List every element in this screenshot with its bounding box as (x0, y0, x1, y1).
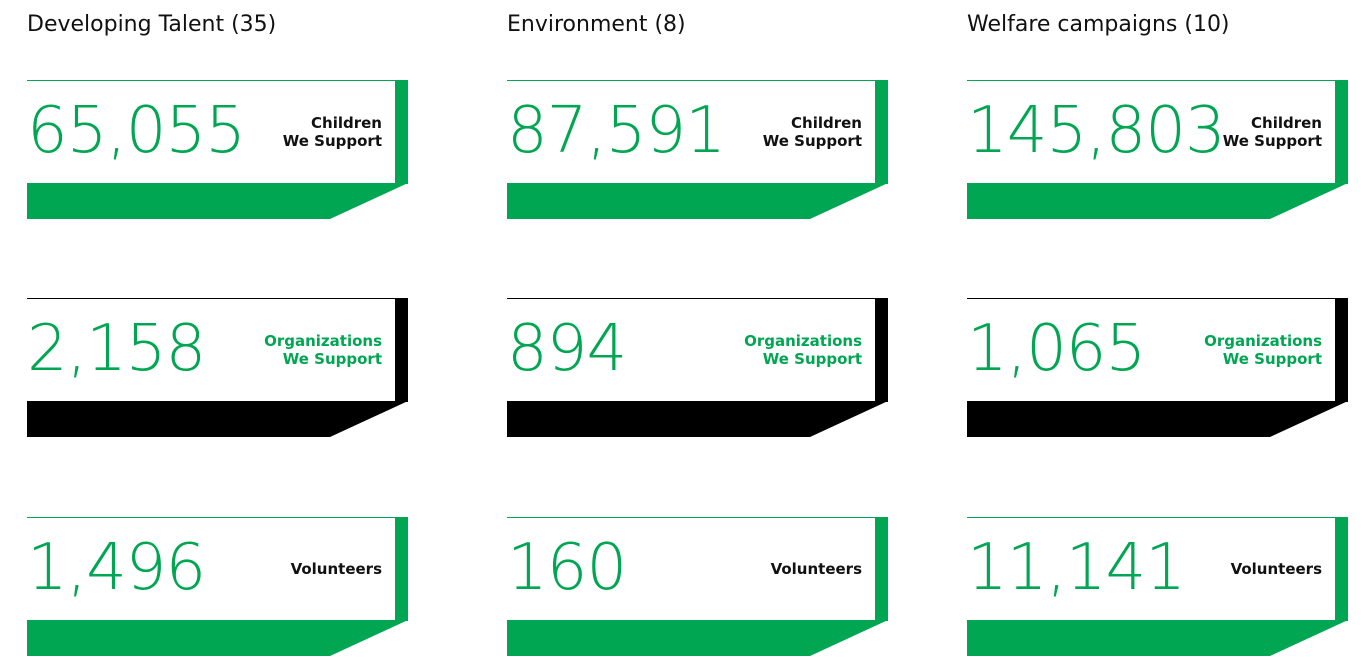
stat-label: Volunteers (291, 517, 382, 620)
card-shape (507, 80, 888, 219)
stat-number: 11,141 (967, 531, 1186, 605)
stat-number: 65,055 (27, 94, 246, 168)
label-line: Volunteers (1230, 559, 1322, 578)
label-line: Organizations (744, 331, 862, 350)
stat-label: Volunteers (771, 517, 862, 620)
top-rule (967, 298, 1348, 299)
top-rule (507, 517, 888, 518)
card-shape (507, 517, 888, 656)
stat-card: 65,055 Children We Support (27, 80, 408, 220)
stat-number: 894 (507, 312, 627, 386)
top-rule (27, 298, 408, 299)
side-bar (395, 517, 408, 621)
bottom-band (27, 183, 408, 219)
top-rule (967, 517, 1348, 518)
stat-number: 145,803 (967, 94, 1226, 168)
card-shape (507, 298, 888, 437)
label-line: We Support (1222, 131, 1322, 150)
label-line: Volunteers (770, 559, 862, 578)
label-line: Children (311, 113, 382, 132)
stat-label: Children We Support (283, 80, 382, 183)
side-bar (395, 298, 408, 402)
label-line: We Support (282, 131, 382, 150)
stat-label: Volunteers (1231, 517, 1322, 620)
card-shape (27, 517, 408, 656)
label-line: Organizations (264, 331, 382, 350)
card-shape (27, 80, 408, 219)
stat-card: 894 Organizations We Support (507, 298, 888, 438)
bottom-band (507, 401, 888, 437)
stat-number: 1,496 (27, 531, 206, 605)
stat-card: 2,158 Organizations We Support (27, 298, 408, 438)
side-bar (395, 80, 408, 184)
label-line: We Support (762, 349, 862, 368)
stat-card: 145,803 Children We Support (967, 80, 1348, 220)
top-rule (507, 80, 888, 81)
stat-card: 11,141 Volunteers (967, 517, 1348, 657)
side-bar (1335, 80, 1348, 184)
stat-card: 160 Volunteers (507, 517, 888, 657)
top-rule (967, 80, 1348, 81)
bottom-band (507, 620, 888, 656)
stat-label: Children We Support (1223, 80, 1322, 183)
bottom-band (27, 620, 408, 656)
bottom-band (967, 183, 1348, 219)
column-title: Developing Talent (35) (27, 12, 277, 37)
stat-card: 1,065 Organizations We Support (967, 298, 1348, 438)
label-line: Organizations (1204, 331, 1322, 350)
label-line: We Support (1222, 349, 1322, 368)
bottom-band (27, 401, 408, 437)
card-shape (967, 80, 1348, 219)
label-line: We Support (762, 131, 862, 150)
stat-card: 87,591 Children We Support (507, 80, 888, 220)
top-rule (27, 80, 408, 81)
stat-label: Children We Support (763, 80, 862, 183)
stat-number: 87,591 (507, 94, 726, 168)
stat-number: 1,065 (967, 312, 1146, 386)
side-bar (875, 80, 888, 184)
column-title: Welfare campaigns (10) (967, 12, 1230, 37)
label-line: We Support (282, 349, 382, 368)
card-shape (967, 517, 1348, 656)
stat-card: 1,496 Volunteers (27, 517, 408, 657)
bottom-band (967, 401, 1348, 437)
card-shape (27, 298, 408, 437)
top-rule (27, 517, 408, 518)
label-line: Children (1251, 113, 1322, 132)
label-line: Children (791, 113, 862, 132)
label-line: Volunteers (290, 559, 382, 578)
side-bar (1335, 298, 1348, 402)
column-title: Environment (8) (507, 12, 686, 37)
stat-number: 2,158 (27, 312, 206, 386)
stat-label: Organizations We Support (744, 298, 862, 401)
stat-label: Organizations We Support (1204, 298, 1322, 401)
side-bar (875, 517, 888, 621)
card-shape (967, 298, 1348, 437)
bottom-band (507, 183, 888, 219)
side-bar (875, 298, 888, 402)
stat-number: 160 (507, 531, 627, 605)
stat-label: Organizations We Support (264, 298, 382, 401)
top-rule (507, 298, 888, 299)
side-bar (1335, 517, 1348, 621)
bottom-band (967, 620, 1348, 656)
